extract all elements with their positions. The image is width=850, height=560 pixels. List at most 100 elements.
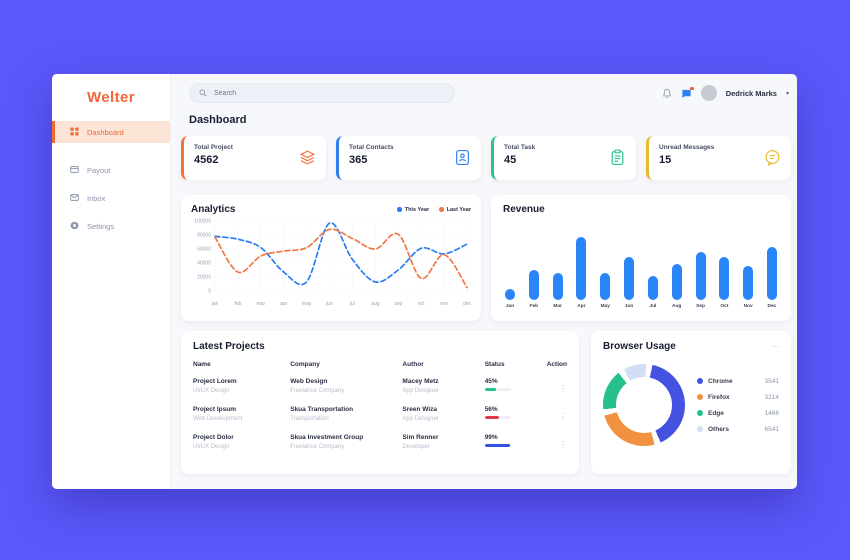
analytics-legend: This Year Last Year xyxy=(397,207,471,213)
svg-text:80000: 80000 xyxy=(197,233,211,239)
avatar[interactable] xyxy=(700,85,717,101)
svg-text:0: 0 xyxy=(208,289,211,295)
stat-value: 4562 xyxy=(194,154,219,166)
col-action: Action xyxy=(546,361,567,368)
revenue-bar: Aug xyxy=(671,225,682,309)
svg-text:mar: mar xyxy=(257,301,266,307)
sidebar-item-label: Payout xyxy=(87,165,111,175)
revenue-bar: Nov xyxy=(743,225,754,309)
sidebar-item-payout[interactable]: Payout xyxy=(52,159,170,181)
browser-legend-item: Others 6541 xyxy=(697,426,779,433)
legend-dot-icon xyxy=(397,207,402,212)
svg-text:dec: dec xyxy=(463,301,471,307)
row-actions-icon[interactable]: ⋮ xyxy=(558,384,567,393)
analytics-panel: Analytics This Year Last Year 0 20000 40000… xyxy=(181,195,481,321)
app-logo: Welter xyxy=(87,89,135,106)
col-status: Status xyxy=(484,361,505,368)
analytics-title: Analytics xyxy=(191,204,236,215)
revenue-bar-chart: Jan Feb Mar Apr May Jun Jul Aug Sep Oct Nov Dec xyxy=(503,225,779,309)
sidebar: Welter Dashboard Payout Inbox Settings xyxy=(52,74,171,489)
row-actions-icon[interactable]: ⋮ xyxy=(558,412,567,421)
row-actions-icon[interactable]: ⋮ xyxy=(558,440,567,449)
sidebar-item-label: Inbox xyxy=(87,193,106,203)
sidebar-item-settings[interactable]: Settings xyxy=(52,215,170,237)
wallet-icon xyxy=(70,165,79,176)
col-author: Author xyxy=(402,361,424,368)
svg-text:40000: 40000 xyxy=(197,261,211,267)
status-progress: 45% xyxy=(484,378,537,396)
legend-dot-icon xyxy=(697,378,703,384)
browser-legend-item: Firefox 3214 xyxy=(697,394,779,401)
svg-text:sep: sep xyxy=(394,301,402,307)
browser-donut-chart xyxy=(603,364,685,446)
contacts-icon xyxy=(454,149,471,171)
topbar: Dedrick Marks ▾ xyxy=(181,74,791,112)
projects-table-body: Project Lorem UI/UX Design Web Design Freel… xyxy=(193,378,567,452)
revenue-bar: Jan xyxy=(505,225,515,309)
chevron-down-icon[interactable]: ▾ xyxy=(785,90,789,97)
col-name: Name xyxy=(193,361,211,368)
stat-label: Total Contacts xyxy=(349,144,394,151)
stat-cards: Total Project 4562 Total Contacts 365 To… xyxy=(181,136,791,180)
table-row: Project Ipsum Web Development Skua Transpo… xyxy=(193,406,567,424)
status-progress: 99% xyxy=(484,434,537,452)
stat-value: 365 xyxy=(349,154,368,166)
clipboard-icon xyxy=(609,149,626,171)
projects-title: Latest Projects xyxy=(193,341,265,352)
browser-usage-panel: Browser Usage ··· Chrome 3541 Firefox 3214 E… xyxy=(591,331,791,474)
svg-text:60000: 60000 xyxy=(197,247,211,253)
svg-text:nov: nov xyxy=(440,301,449,307)
svg-text:jun: jun xyxy=(325,301,333,307)
sidebar-item-inbox[interactable]: Inbox xyxy=(52,187,170,209)
revenue-bar: Jul xyxy=(647,225,658,309)
svg-text:20000: 20000 xyxy=(197,275,211,281)
revenue-bar: Jun xyxy=(624,225,635,309)
more-options-icon[interactable]: ··· xyxy=(771,342,779,351)
browser-usage-title: Browser Usage xyxy=(603,341,676,352)
svg-text:feb: feb xyxy=(234,301,241,307)
chat-icon xyxy=(764,149,781,171)
bell-icon[interactable] xyxy=(662,88,672,99)
messages-icon[interactable] xyxy=(681,86,694,99)
svg-text:oct: oct xyxy=(418,301,425,307)
envelope-icon xyxy=(70,193,79,204)
charts-row: Analytics This Year Last Year 0 20000 40000… xyxy=(181,195,791,321)
sidebar-item-dashboard[interactable]: Dashboard xyxy=(52,121,170,143)
browser-legend: Chrome 3541 Firefox 3214 Edge 1466 Others 6541 xyxy=(697,378,779,433)
page-title: Dashboard xyxy=(189,114,247,126)
legend-dot-icon xyxy=(697,426,703,432)
browser-legend-item: Edge 1466 xyxy=(697,410,779,417)
sidebar-item-label: Settings xyxy=(87,221,115,231)
svg-text:apr: apr xyxy=(280,301,288,307)
revenue-bar: Mar xyxy=(552,225,563,309)
stat-card-total-project: Total Project 4562 xyxy=(181,136,326,180)
projects-table-header: Name Company Author Status Action xyxy=(193,361,567,368)
revenue-bar: Dec xyxy=(766,225,777,309)
app-window: Welter Dashboard Payout Inbox Settings xyxy=(52,74,797,489)
col-company: Company xyxy=(290,361,320,368)
notification-dot xyxy=(690,86,694,90)
revenue-title: Revenue xyxy=(503,204,545,215)
revenue-bar: Feb xyxy=(528,225,539,309)
search-input[interactable] xyxy=(212,88,445,98)
table-row: Project Lorem UI/UX Design Web Design Freel… xyxy=(193,378,567,396)
stat-label: Total Task xyxy=(504,144,536,151)
svg-text:may: may xyxy=(302,301,312,307)
bottom-row: Latest Projects Name Company Author Stat… xyxy=(181,331,791,474)
revenue-bar: Apr xyxy=(576,225,587,309)
search-icon xyxy=(199,84,207,102)
legend-item: This Year xyxy=(397,207,429,213)
search-box[interactable] xyxy=(189,83,455,103)
revenue-bar: Sep xyxy=(695,225,706,309)
analytics-line-chart: 0 20000 40000 60000 80000 100000 jan feb mar apr m… xyxy=(194,219,471,307)
table-row: Project Dolor UI/UX Design Skua Investment… xyxy=(193,434,567,452)
stat-value: 15 xyxy=(659,154,672,166)
user-name[interactable]: Dedrick Marks xyxy=(725,88,777,98)
stat-label: Total Project xyxy=(194,144,233,151)
svg-text:aug: aug xyxy=(371,301,380,307)
revenue-bar: May xyxy=(600,225,611,309)
sidebar-item-label: Dashboard xyxy=(87,127,124,137)
gear-icon xyxy=(70,220,79,232)
status-progress: 56% xyxy=(484,406,537,424)
stat-card-total-contacts: Total Contacts 365 xyxy=(336,136,481,180)
